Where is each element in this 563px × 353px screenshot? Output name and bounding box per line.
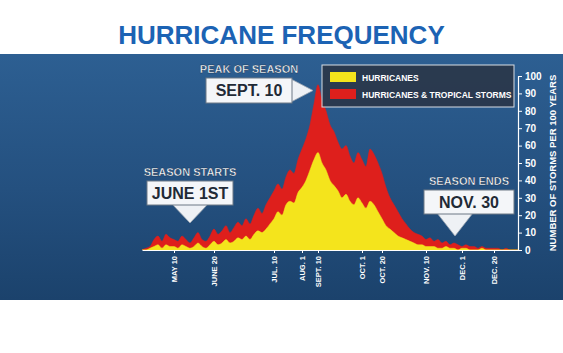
y-tick-mark bbox=[518, 111, 522, 112]
x-tick: AUG. 1 bbox=[298, 250, 307, 281]
y-tick-mark bbox=[518, 76, 522, 77]
x-tick-mark bbox=[382, 250, 383, 253]
x-tick-mark bbox=[362, 250, 363, 253]
annotation-label: NOV. 30 bbox=[439, 194, 499, 211]
y-tick: 0 bbox=[518, 245, 531, 256]
area-series bbox=[142, 153, 518, 250]
x-tick-label: DEC. 1 bbox=[458, 256, 467, 280]
y-tick-mark bbox=[518, 163, 522, 164]
y-axis-title: NUMBER OF STORMS PER 100 YEARS bbox=[547, 75, 558, 252]
x-tick-mark bbox=[174, 250, 175, 253]
y-tick: 100 bbox=[518, 71, 542, 82]
y-tick-label: 50 bbox=[525, 158, 537, 169]
annotation: JUNE 1ST SEASON STARTS bbox=[144, 166, 237, 223]
chart-title: HURRICANE FREQUENCY bbox=[118, 20, 444, 50]
y-tick-label: 70 bbox=[525, 123, 537, 134]
y-tick-label: 90 bbox=[525, 88, 537, 99]
y-tick-label: 10 bbox=[525, 227, 537, 238]
y-tick: 70 bbox=[518, 123, 537, 134]
chart-container: HURRICANE FREQUENCY MAY 10 JUNE 20 JUL. 10 A… bbox=[0, 0, 563, 353]
y-tick-mark bbox=[518, 93, 522, 94]
y-tick: 20 bbox=[518, 210, 537, 221]
x-tick-mark bbox=[214, 250, 215, 253]
x-tick-mark bbox=[462, 250, 463, 253]
y-tick-label: 80 bbox=[525, 106, 537, 117]
x-tick: DEC. 20 bbox=[490, 250, 499, 284]
legend-box bbox=[322, 65, 514, 107]
y-tick: 90 bbox=[518, 88, 537, 99]
x-tick-mark bbox=[274, 250, 275, 253]
y-tick: 60 bbox=[518, 140, 537, 151]
x-tick: JUL. 10 bbox=[270, 250, 279, 283]
y-tick-label: 0 bbox=[525, 245, 531, 256]
y-tick: 10 bbox=[518, 227, 537, 238]
x-tick-label: JUNE 20 bbox=[210, 256, 219, 286]
x-tick: SEPT. 10 bbox=[314, 250, 323, 287]
y-tick-label: 20 bbox=[525, 210, 537, 221]
y-tick-label: 40 bbox=[525, 175, 537, 186]
x-tick: OCT. 1 bbox=[358, 250, 367, 279]
annotation-box bbox=[424, 190, 514, 214]
legend-swatch bbox=[330, 89, 356, 99]
x-tick-label: JUL. 10 bbox=[270, 256, 279, 283]
x-tick: MAY 10 bbox=[170, 250, 179, 282]
x-tick-label: OCT. 20 bbox=[378, 256, 387, 284]
area-series bbox=[142, 85, 518, 250]
legend-swatch bbox=[330, 72, 356, 82]
x-tick-label: OCT. 1 bbox=[358, 256, 367, 279]
x-tick: JUNE 20 bbox=[210, 250, 219, 286]
annotation: SEPT. 10 PEAK OF SEASON bbox=[200, 63, 313, 103]
annotation-title: SEASON ENDS bbox=[429, 175, 509, 187]
x-tick: OCT. 20 bbox=[378, 250, 387, 284]
y-tick-mark bbox=[518, 180, 522, 181]
annotation-arrow bbox=[437, 213, 473, 236]
x-tick: DEC. 1 bbox=[458, 250, 467, 280]
x-tick-label: DEC. 20 bbox=[490, 256, 499, 284]
legend-label: HURRICANES bbox=[362, 73, 419, 83]
y-tick-mark bbox=[518, 128, 522, 129]
y-tick: 30 bbox=[518, 193, 537, 204]
annotation: NOV. 30 SEASON ENDS bbox=[424, 175, 514, 236]
x-tick-mark bbox=[302, 250, 303, 253]
x-tick-label: AUG. 1 bbox=[298, 256, 307, 281]
annotation-arrow bbox=[172, 204, 208, 223]
annotation-label: JUNE 1ST bbox=[152, 185, 229, 202]
annotation-box bbox=[206, 78, 292, 103]
y-tick-label: 100 bbox=[525, 71, 542, 82]
y-axis: 0 10 20 30 40 50 60 70 80 90 100 bbox=[518, 71, 542, 256]
x-tick-mark bbox=[494, 250, 495, 253]
x-tick-mark bbox=[318, 250, 319, 253]
background-band bbox=[0, 54, 563, 300]
legend: HURRICANES HURRICANES & TROPICAL STORMS bbox=[322, 65, 514, 107]
chart-svg: HURRICANE FREQUENCY MAY 10 JUNE 20 JUL. 10 A… bbox=[0, 0, 563, 353]
y-tick-mark bbox=[518, 250, 522, 251]
annotation-title: SEASON STARTS bbox=[144, 166, 237, 178]
y-tick: 40 bbox=[518, 175, 537, 186]
y-tick-mark bbox=[518, 215, 522, 216]
x-tick-label: SEPT. 10 bbox=[314, 256, 323, 287]
legend-label: HURRICANES & TROPICAL STORMS bbox=[362, 90, 512, 100]
y-tick-label: 30 bbox=[525, 193, 537, 204]
plot-area bbox=[142, 85, 518, 250]
y-tick-label: 60 bbox=[525, 140, 537, 151]
x-tick: NOV. 10 bbox=[422, 250, 431, 284]
annotation-box bbox=[147, 181, 233, 205]
y-tick-mark bbox=[518, 146, 522, 147]
annotation-arrow bbox=[291, 79, 313, 102]
y-tick-mark bbox=[518, 233, 522, 234]
y-tick: 50 bbox=[518, 158, 537, 169]
x-tick-label: MAY 10 bbox=[170, 256, 179, 282]
x-axis: MAY 10 JUNE 20 JUL. 10 AUG. 1 SEPT. 10 OCT. 1… bbox=[143, 250, 519, 287]
y-tick-mark bbox=[518, 198, 522, 199]
annotation-label: SEPT. 10 bbox=[216, 82, 283, 99]
x-tick-label: NOV. 10 bbox=[422, 256, 431, 284]
annotation-title: PEAK OF SEASON bbox=[200, 63, 298, 75]
y-tick: 80 bbox=[518, 106, 537, 117]
x-tick-mark bbox=[426, 250, 427, 253]
